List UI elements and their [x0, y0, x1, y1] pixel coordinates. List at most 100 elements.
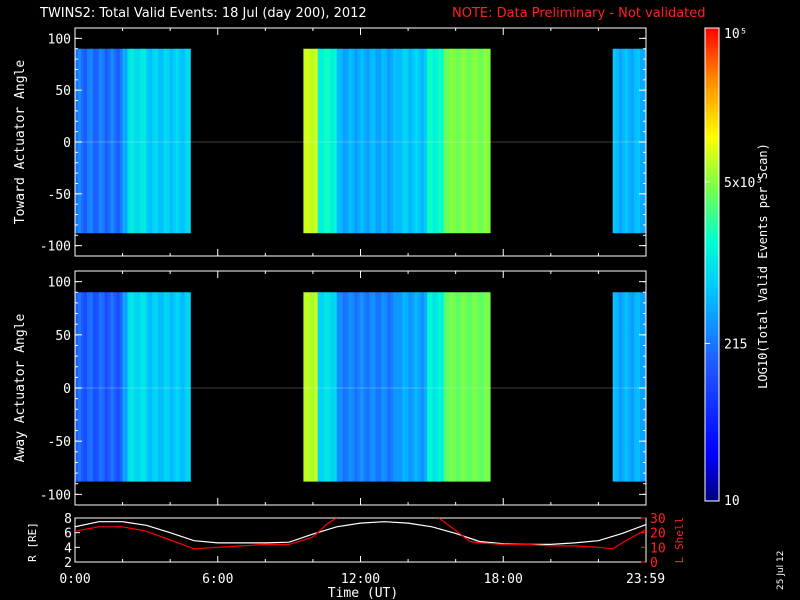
- heatmap-cell: [456, 48, 460, 234]
- heatmap-cell: [330, 292, 334, 482]
- heatmap-cell: [143, 292, 147, 482]
- heatmap-cell: [462, 48, 466, 234]
- heatmap-cell: [424, 48, 428, 234]
- colorbar: 10 215 5x10³ 10⁵ LOG10(Total Valid Events pe…: [704, 27, 770, 509]
- heatmap-cell: [163, 292, 168, 482]
- heatmap-cell: [621, 48, 626, 234]
- heatmap-cell: [480, 48, 485, 234]
- heatmap-cell: [155, 292, 159, 482]
- heatmap-cell: [133, 292, 138, 482]
- heatmap-cell: [89, 292, 94, 482]
- heatmap-cell: [130, 292, 135, 482]
- heatmap-cell: [178, 48, 182, 234]
- heatmap-cell: [101, 48, 106, 234]
- heatmap-cell: [92, 292, 97, 482]
- heatmap-cell: [462, 292, 466, 482]
- heatmap-cell: [471, 292, 476, 482]
- heatmap-cell: [378, 48, 382, 234]
- heatmap-cell: [615, 48, 620, 234]
- heatmap-cell: [441, 292, 445, 482]
- heatmap-cell: [86, 292, 91, 482]
- heatmap-cell: [345, 292, 349, 482]
- heatmap-cell: [441, 48, 445, 234]
- heatmap-cell: [427, 292, 431, 482]
- heatmap-cell: [345, 48, 349, 234]
- heatmap-cell: [384, 292, 388, 482]
- heatmap-cell: [627, 292, 632, 482]
- heatmap-cell: [158, 48, 162, 234]
- heatmap-cell: [146, 48, 150, 234]
- heatmap-cell: [487, 292, 491, 482]
- heatmap-cell: [420, 292, 425, 482]
- colorbar-frame: [704, 27, 720, 502]
- heatmap-cell: [627, 48, 632, 234]
- heatmap-cell: [181, 48, 185, 234]
- y-tick-label: 0: [63, 382, 71, 397]
- y-tick-label: 50: [55, 329, 71, 344]
- heatmap-cell: [402, 292, 406, 482]
- heatmap-cell: [98, 48, 103, 234]
- line-area: [75, 518, 646, 550]
- heatmap-cell: [636, 292, 641, 482]
- heatmap-cell: [314, 292, 319, 482]
- heatmap-cell: [427, 48, 431, 234]
- colorbar-label: LOG10(Total Valid Events per Scan): [756, 143, 770, 389]
- heatmap-cell: [443, 292, 448, 482]
- heatmap-cell: [366, 292, 370, 482]
- heatmap-cell: [360, 292, 364, 482]
- heatmap-cell: [612, 292, 617, 482]
- heatmap-cell: [113, 292, 118, 482]
- heatmap-cell: [324, 48, 328, 234]
- y-axis-label: Toward Actuator Angle: [13, 60, 28, 225]
- heatmap-cell: [140, 48, 144, 234]
- colorbar-tick-label: 215: [724, 337, 747, 352]
- heatmap-cell: [414, 292, 419, 482]
- heatmap-cell: [432, 48, 436, 234]
- x-tick-label: 23:59: [626, 572, 665, 587]
- y-right-tick-label: 0: [650, 556, 658, 571]
- heatmap-cell: [104, 48, 109, 234]
- heatmap-cell: [342, 292, 347, 482]
- l-shell-line: [438, 518, 646, 550]
- heatmap-cell: [83, 292, 88, 482]
- y-tick-label: 6: [64, 527, 72, 542]
- heatmap-cell: [438, 48, 442, 234]
- heatmap-cell: [408, 292, 413, 482]
- heatmap-cell: [351, 292, 355, 482]
- y-right-tick-label: 30: [650, 512, 666, 527]
- heatmap-cell: [411, 48, 416, 234]
- heatmap-cell: [369, 48, 373, 234]
- heatmap-cell: [122, 48, 126, 234]
- heatmap-cell: [110, 292, 115, 482]
- heatmap-cell: [136, 292, 141, 482]
- heatmap-cell: [169, 292, 174, 482]
- heatmap-cell: [320, 292, 325, 482]
- heatmap-cell: [480, 292, 485, 482]
- y-tick-label: 0: [63, 136, 71, 151]
- heatmap-cell: [339, 48, 344, 234]
- heatmap-cell: [314, 48, 319, 234]
- heatmap-cell: [104, 292, 109, 482]
- heatmap-cell: [429, 48, 434, 234]
- x-tick-label: 12:00: [341, 572, 380, 587]
- heatmap-cell: [140, 292, 144, 482]
- heatmap-cell: [169, 48, 174, 234]
- heatmap-cell: [432, 292, 436, 482]
- heatmap-cell: [372, 292, 376, 482]
- heatmap-cell: [354, 292, 358, 482]
- heatmap-cell: [483, 48, 488, 234]
- heatmap-cell: [187, 48, 191, 234]
- colorbar-gradient: [705, 28, 719, 501]
- heatmap-cell: [396, 292, 400, 482]
- radius-line: [75, 521, 646, 546]
- heatmap-cell: [396, 48, 400, 234]
- heatmap-cell: [175, 48, 180, 234]
- heatmap-cell: [95, 292, 100, 482]
- heatmap-cell: [381, 292, 385, 482]
- heatmap-cell: [449, 48, 454, 234]
- heatmap-cell: [133, 48, 138, 234]
- heatmap-cell: [342, 48, 347, 234]
- heatmap-cell: [320, 48, 325, 234]
- heatmap-cell: [98, 292, 103, 482]
